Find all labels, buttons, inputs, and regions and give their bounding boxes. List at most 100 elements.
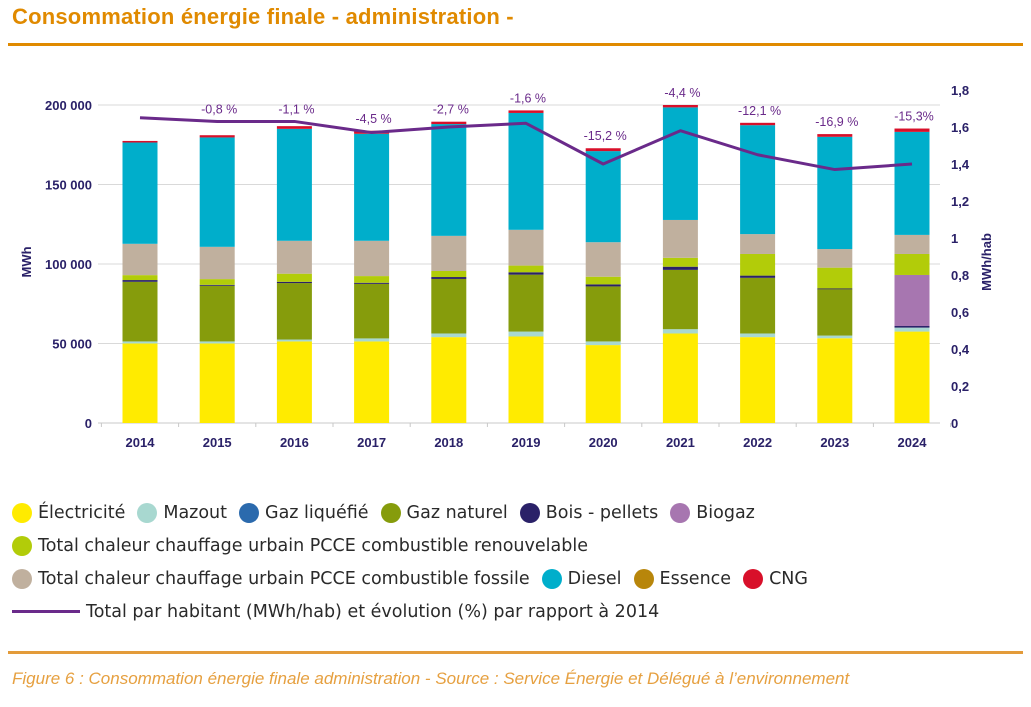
bar-segment: [662, 107, 698, 220]
legend-swatch-icon: [519, 502, 540, 523]
legend-item: CNG: [743, 568, 808, 589]
y2-tick-label: 1,4: [951, 157, 970, 172]
bar-segment: [817, 136, 853, 250]
bar-segment: [508, 229, 544, 266]
y2-tick-label: 1: [951, 231, 958, 246]
bar-segment: [122, 343, 158, 423]
evolution-label: -4,4 %: [664, 86, 700, 100]
legend-label: Gaz naturel: [406, 502, 508, 523]
legend-item: Total chaleur chauffage urbain PCCE comb…: [12, 535, 588, 556]
bar-segment: [431, 333, 467, 338]
x-tick-label: 2018: [434, 435, 463, 450]
bar-segment: [276, 240, 312, 274]
bar-segment: [740, 275, 776, 278]
legend-row: Total par habitant (MWh/hab) et évolutio…: [12, 595, 820, 628]
bar-segment: [740, 234, 776, 254]
bar-segment: [817, 289, 853, 336]
bar-segment: [894, 131, 930, 235]
bar-segment: [354, 338, 390, 342]
legend-label: Bois - pellets: [545, 502, 659, 523]
bar-segment: [199, 246, 235, 280]
bar-segment: [894, 234, 930, 254]
bar-segment: [508, 265, 544, 273]
evolution-label: -1,1 %: [278, 102, 314, 116]
bar-segment: [199, 285, 235, 342]
legend-label: Électricité: [38, 502, 126, 523]
legend-label: CNG: [769, 568, 808, 589]
bar-segment: [354, 276, 390, 283]
legend-label: Mazout: [163, 502, 228, 523]
bar-segment: [662, 257, 698, 267]
evolution-label: -4,5 %: [356, 112, 392, 126]
legend-swatch-icon: [541, 568, 562, 589]
y2-tick-label: 0,4: [951, 342, 970, 357]
bar-segment: [508, 272, 544, 275]
bar-segment: [199, 135, 235, 138]
y2-tick-label: 0,6: [951, 305, 969, 320]
caption-divider: [8, 651, 1023, 654]
bar-segment: [585, 284, 621, 287]
x-tick-label: 2017: [357, 435, 386, 450]
bar-segment: [585, 148, 621, 152]
legend-item: Électricité: [12, 502, 126, 523]
bar-segment: [585, 341, 621, 346]
legend-label: Total par habitant (MWh/hab) et évolutio…: [86, 601, 660, 622]
legend-swatch-icon: [670, 502, 691, 523]
bar-segment: [508, 336, 544, 423]
bar-segment: [817, 338, 853, 423]
bar-segment: [508, 112, 544, 230]
legend-label: Essence: [659, 568, 732, 589]
evolution-label: -15,3%: [894, 110, 934, 124]
bar-segment: [817, 249, 853, 268]
legend-swatch-icon: [239, 502, 260, 523]
bar-segment: [740, 337, 776, 423]
legend: Électricité Mazout Gaz liquéfié Gaz naturel…: [12, 496, 820, 628]
bar-segment: [740, 277, 776, 334]
bar-segment: [122, 140, 158, 143]
legend-item: Gaz naturel: [380, 502, 508, 523]
bar-segment: [122, 275, 158, 281]
bar-segment: [817, 335, 853, 339]
evolution-label: -15,2 %: [584, 129, 627, 143]
legend-item: Total chaleur chauffage urbain PCCE comb…: [12, 568, 530, 589]
bar-segment: [354, 283, 390, 339]
bar-segment: [431, 278, 467, 334]
bar-segment: [199, 284, 235, 286]
y2-tick-label: 0,2: [951, 379, 969, 394]
bar-segment: [894, 327, 930, 332]
legend-swatch-icon: [380, 502, 401, 523]
legend-label: Diesel: [567, 568, 622, 589]
x-tick-label: 2014: [126, 435, 156, 450]
legend-swatch-icon: [12, 568, 32, 589]
evolution-label: -1,6 %: [510, 91, 546, 105]
x-tick-label: 2022: [743, 435, 772, 450]
evolution-label: -12,1 %: [738, 104, 781, 118]
bar-segment: [662, 219, 698, 258]
bar-segment: [354, 133, 390, 241]
bar-segment: [276, 341, 312, 423]
bar-segment: [122, 341, 158, 344]
bar-segment: [122, 142, 158, 244]
bar-segment: [662, 333, 698, 423]
legend-label: Total chaleur chauffage urbain PCCE comb…: [38, 568, 530, 589]
bar-segment: [817, 267, 853, 289]
bar-segment: [740, 333, 776, 338]
bar-segment: [662, 269, 698, 330]
legend-swatch-icon: [743, 568, 764, 589]
page-title: Consommation énergie finale - administra…: [12, 4, 514, 29]
legend-item: Diesel: [541, 568, 622, 589]
bar-segment: [122, 280, 158, 282]
bar-segment: [817, 288, 853, 290]
y-tick-label: 100 000: [45, 257, 92, 272]
bar-segment: [276, 339, 312, 342]
evolution-label: -2,7 %: [433, 103, 469, 117]
bar-segment: [894, 326, 930, 328]
legend-swatch-icon: [137, 502, 158, 523]
legend-item: Essence: [633, 568, 732, 589]
bar-segment: [276, 273, 312, 282]
bar-segment: [199, 341, 235, 344]
x-tick-label: 2019: [512, 435, 541, 450]
legend-row: Total chaleur chauffage urbain PCCE comb…: [12, 562, 820, 595]
legend-row: Électricité Mazout Gaz liquéfié Gaz naturel…: [12, 496, 820, 529]
y2-tick-label: 1,6: [951, 120, 969, 135]
